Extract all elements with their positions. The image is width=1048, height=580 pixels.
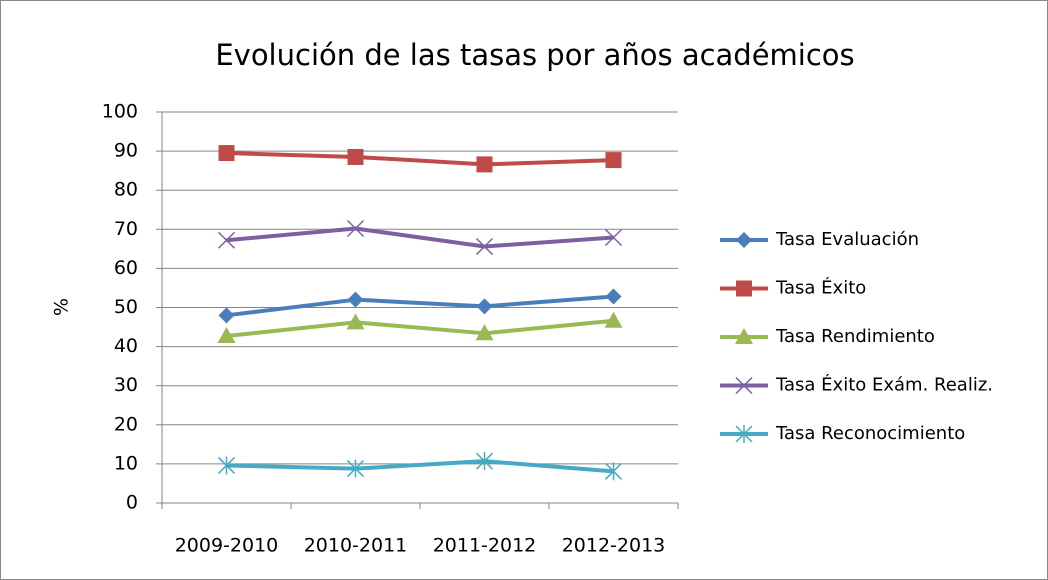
marker (218, 307, 235, 324)
y-tick-label: 100 (102, 101, 138, 123)
marker (604, 311, 623, 328)
y-tick-label: 70 (114, 218, 138, 240)
marker (217, 231, 236, 249)
y-tick-label: 30 (114, 374, 138, 396)
marker (605, 288, 622, 305)
y-tick-label: 0 (126, 492, 138, 514)
marker (346, 313, 365, 330)
x-tick-label: 2011-2012 (433, 535, 537, 557)
y-tick-label: 10 (114, 452, 138, 474)
y-tick-label: 50 (114, 296, 138, 318)
chart-title: Evolución de las tasas por años académic… (215, 38, 854, 72)
y-tick-label: 20 (114, 413, 138, 435)
legend-marker (736, 232, 752, 248)
marker (604, 462, 623, 481)
marker (476, 156, 493, 173)
marker (346, 459, 365, 478)
series-line (226, 151, 614, 167)
legend-marker (735, 328, 753, 344)
series-line (226, 294, 614, 318)
legend-label: Tasa Reconocimiento (775, 423, 965, 444)
series-line (226, 226, 614, 249)
y-tick-label: 90 (114, 140, 138, 162)
legend-label: Tasa Éxito Exám. Realiz. (775, 374, 993, 396)
x-tick-label: 2009-2010 (175, 535, 279, 557)
marker (475, 452, 494, 471)
marker (347, 148, 364, 165)
series-line (226, 459, 614, 474)
marker (475, 237, 494, 256)
legend-marker (735, 376, 753, 395)
legend-label: Tasa Éxito (775, 277, 866, 299)
marker (347, 291, 364, 308)
marker (217, 456, 236, 475)
marker (218, 145, 235, 162)
y-tick-label: 80 (114, 179, 138, 201)
legend-label: Tasa Evaluación (775, 229, 919, 250)
y-tick-label: 60 (114, 257, 138, 279)
marker (476, 298, 493, 315)
marker (605, 152, 622, 169)
marker (346, 219, 365, 238)
x-tick-label: 2010-2011 (304, 535, 408, 557)
marker (604, 228, 623, 247)
legend-label: Tasa Rendimiento (775, 326, 935, 347)
marker (475, 324, 494, 341)
y-tick-label: 40 (114, 335, 138, 357)
legend-marker (735, 425, 753, 443)
marker (217, 327, 236, 344)
legend-marker (736, 280, 752, 297)
series-line (226, 318, 614, 339)
x-tick-label: 2012-2013 (562, 535, 666, 557)
y-axis-label: % (51, 298, 73, 316)
